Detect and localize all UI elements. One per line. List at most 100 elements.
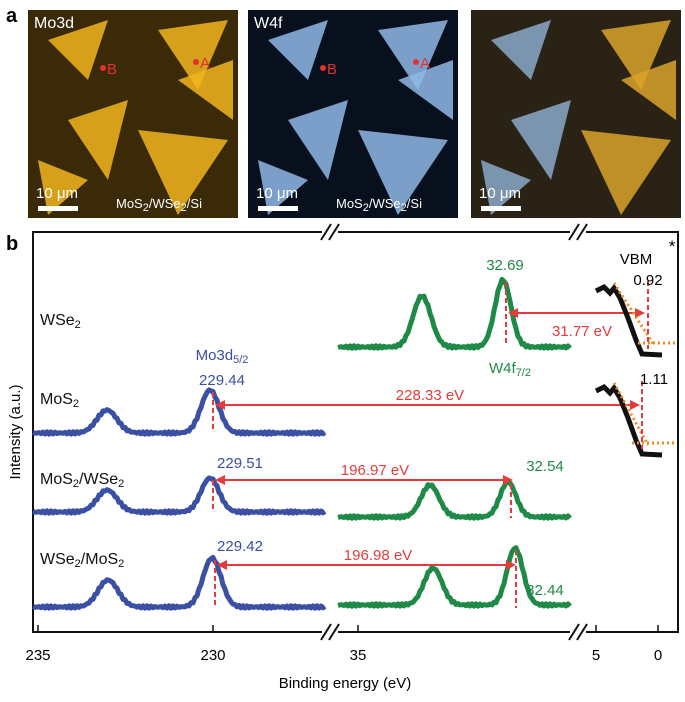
point-label: B	[107, 61, 117, 78]
text-part: 5/2	[233, 354, 248, 366]
peak-name: W4f7/2	[489, 360, 531, 379]
flake	[378, 20, 448, 90]
axis-break	[320, 623, 332, 641]
text-part: MoS	[336, 196, 363, 211]
sample-label: MoS2/WSe2/Si	[336, 196, 422, 214]
spectrum	[337, 276, 572, 351]
text-part: /Si	[187, 196, 202, 211]
panel-label: b	[6, 233, 18, 255]
vbm-value: 1.11	[640, 371, 668, 388]
scale-bar	[258, 206, 298, 211]
text-part: /MoS	[81, 551, 118, 568]
panel-label: a	[6, 5, 18, 27]
text-part: 2	[75, 558, 81, 570]
peak-value: 32.69	[486, 257, 524, 274]
y-axis-label: Intensity (a.u.)	[7, 384, 24, 479]
arrow-head	[215, 475, 225, 485]
sample-label: MoS2/WSe2	[40, 471, 124, 490]
point-label: A	[200, 55, 210, 72]
axis-break	[576, 223, 588, 241]
spectrum	[32, 554, 327, 611]
vbm-fit	[612, 282, 656, 346]
x-tick-label: 230	[200, 647, 225, 664]
flake	[268, 20, 328, 80]
point-marker	[193, 59, 199, 65]
flake	[68, 100, 128, 180]
arrow-head	[506, 560, 516, 570]
scale-bar	[38, 206, 78, 211]
arrow-head	[635, 308, 645, 318]
point-label: A	[420, 55, 430, 72]
vbm-value: 0.92	[633, 272, 662, 289]
text-part: MoS	[40, 471, 73, 488]
sample-label: MoS2/WSe2/Si	[116, 196, 202, 214]
text-part: /WSe	[369, 196, 401, 211]
energy-gap: 196.97 eV	[341, 462, 409, 479]
flake	[621, 60, 676, 120]
flake	[398, 60, 453, 120]
scale-label: 10 μm	[36, 185, 78, 202]
flake	[38, 160, 88, 215]
text-part: MoS	[116, 196, 143, 211]
flake	[358, 130, 448, 215]
text-part: 2	[181, 202, 187, 214]
text-part: 2	[363, 202, 369, 214]
break-mask	[322, 628, 338, 636]
vbm-fit	[612, 382, 650, 446]
flake	[601, 20, 671, 90]
axis-break	[576, 623, 588, 641]
peak-value: 229.51	[217, 455, 263, 472]
point-label: B	[327, 61, 337, 78]
spectrum	[337, 479, 572, 521]
sample-label: MoS2	[40, 391, 79, 410]
spectrum	[32, 387, 327, 437]
flake	[48, 20, 108, 80]
energy-gap: 31.77 eV	[552, 323, 612, 340]
text-part: 2	[143, 202, 149, 214]
point-marker	[413, 59, 419, 65]
text-part: WSe	[40, 551, 75, 568]
peak-value: 32.54	[526, 458, 564, 475]
text-part: /Si	[407, 196, 422, 211]
text-part: WSe	[40, 312, 75, 329]
scale-label: 10 μm	[479, 185, 521, 202]
flake	[491, 20, 551, 80]
energy-gap: 228.33 eV	[396, 387, 464, 404]
image-title: W4f	[254, 15, 283, 32]
x-tick-label: 5	[592, 647, 600, 664]
spectrum	[32, 475, 327, 516]
arrow-head	[503, 475, 513, 485]
peak-value: 229.42	[217, 538, 263, 555]
flake	[158, 20, 228, 90]
axis-break	[328, 223, 340, 241]
scale-label: 10 μm	[256, 185, 298, 202]
text-part: /WSe	[79, 471, 118, 488]
axis-break	[568, 223, 580, 241]
x-axis-label: Binding energy (eV)	[279, 675, 412, 692]
text-part: 2	[401, 202, 407, 214]
text-part: 2	[75, 319, 81, 331]
flake	[138, 130, 228, 215]
x-tick-label: 35	[350, 647, 367, 664]
text-part: W4f	[489, 360, 517, 377]
break-mask	[570, 628, 586, 636]
x-tick-label: 0	[654, 647, 662, 664]
sample-label: WSe2	[40, 312, 81, 331]
point-marker	[320, 65, 326, 71]
text-part: MoS	[40, 391, 73, 408]
flake	[481, 160, 531, 215]
text-part: /WSe	[149, 196, 181, 211]
point-marker	[100, 65, 106, 71]
vbm-label: VBM	[620, 251, 653, 268]
arrow-head	[508, 308, 518, 318]
break-mask	[322, 228, 338, 236]
arrow-head	[630, 400, 640, 410]
flake	[511, 100, 571, 180]
text-part: 2	[73, 398, 79, 410]
flake	[178, 60, 233, 120]
axis-break	[320, 223, 332, 241]
axis-break	[328, 623, 340, 641]
break-mask	[570, 228, 586, 236]
text-part: 2	[73, 478, 79, 490]
